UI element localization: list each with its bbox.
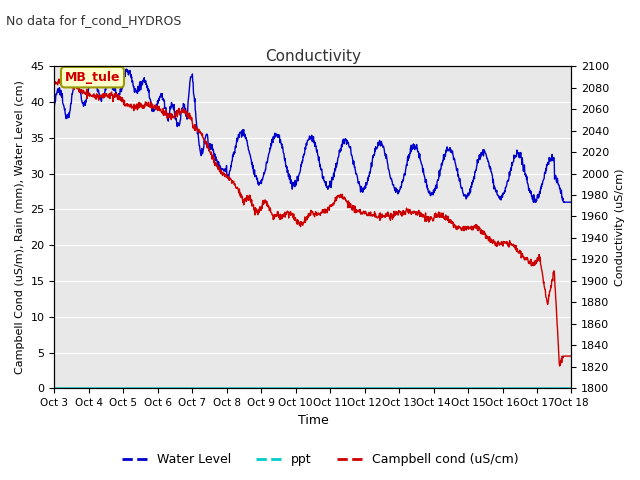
Y-axis label: Campbell Cond (uS/m), Rain (mm), Water Level (cm): Campbell Cond (uS/m), Rain (mm), Water L… (15, 80, 25, 374)
Text: MB_tule: MB_tule (65, 71, 120, 84)
Title: Conductivity: Conductivity (265, 48, 361, 63)
X-axis label: Time: Time (298, 414, 328, 427)
Legend: Water Level, ppt, Campbell cond (uS/cm): Water Level, ppt, Campbell cond (uS/cm) (116, 448, 524, 471)
Y-axis label: Conductivity (uS/cm): Conductivity (uS/cm) (615, 168, 625, 286)
Text: No data for f_cond_HYDROS: No data for f_cond_HYDROS (6, 14, 182, 27)
